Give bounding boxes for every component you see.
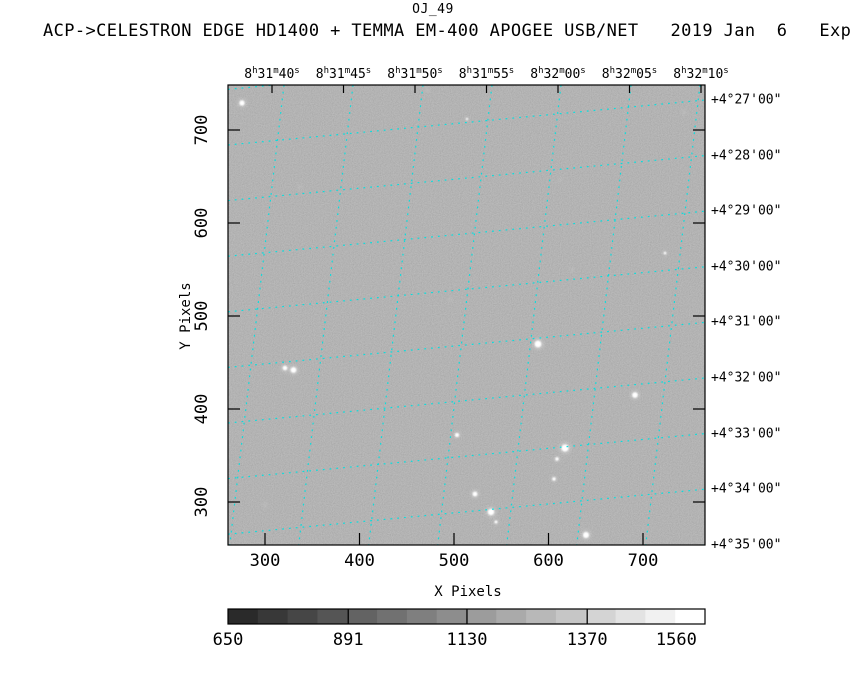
grid-ra-line bbox=[298, 85, 354, 545]
dec-grid-label: +4°35'00" bbox=[711, 538, 781, 553]
star bbox=[663, 251, 667, 255]
colorbar-step bbox=[436, 609, 467, 624]
grid-ra-line bbox=[645, 85, 701, 545]
colorbar-step bbox=[675, 609, 706, 624]
faint-star bbox=[297, 184, 303, 190]
star bbox=[583, 532, 589, 538]
star bbox=[465, 117, 469, 121]
grid-dec-line bbox=[228, 210, 705, 257]
dec-grid-label: +4°28'00" bbox=[711, 149, 781, 164]
y-tick-label: 700 bbox=[192, 115, 212, 146]
grid-dec-line bbox=[228, 266, 705, 313]
ra-tick-label: 8h32m10s bbox=[673, 66, 728, 82]
grid-dec-line bbox=[228, 321, 705, 368]
y-tick-label: 300 bbox=[192, 487, 212, 518]
dec-grid-label: +4°27'00" bbox=[711, 93, 781, 108]
star bbox=[239, 100, 245, 106]
plot-frame bbox=[227, 84, 706, 546]
image-noise bbox=[228, 85, 705, 545]
dec-grid-label: +4°34'00" bbox=[711, 482, 781, 497]
star bbox=[561, 444, 569, 452]
star bbox=[487, 508, 495, 516]
ra-tick-label: 8h32m00s bbox=[530, 66, 585, 82]
faint-star bbox=[681, 109, 687, 115]
ra-tick-label: 8h31m50s bbox=[387, 66, 442, 82]
star bbox=[290, 367, 297, 373]
ra-tick-label: 8h31m55s bbox=[459, 66, 514, 82]
colorbar-step bbox=[615, 609, 646, 624]
star bbox=[632, 392, 638, 398]
colorbar-label: 650 bbox=[213, 630, 244, 650]
grid-ra-line bbox=[368, 85, 424, 545]
star bbox=[472, 491, 478, 497]
grid-dec-line bbox=[228, 377, 705, 424]
ra-tick-label: 8h31m40s bbox=[244, 66, 299, 82]
grid-ra-line bbox=[506, 85, 562, 545]
colorbar-label: 1130 bbox=[447, 630, 488, 650]
colorbar-step bbox=[585, 609, 617, 624]
star bbox=[534, 340, 542, 348]
colorbar-step bbox=[555, 609, 587, 624]
colorbar-step bbox=[257, 609, 289, 624]
y-axis-title: Y Pixels bbox=[178, 282, 194, 349]
colorbar-step bbox=[645, 609, 676, 624]
y-tick-label: 600 bbox=[192, 208, 212, 239]
plot-title: OJ_49 bbox=[412, 2, 454, 17]
y-tick-label: 500 bbox=[192, 301, 212, 332]
grid-ra-line bbox=[229, 85, 285, 545]
colorbar-step bbox=[228, 609, 259, 624]
y-tick-label: 400 bbox=[192, 394, 212, 425]
ra-tick-label: 8h31m45s bbox=[316, 66, 371, 82]
dec-grid-label: +4°31'00" bbox=[711, 315, 781, 330]
x-tick-label: 500 bbox=[439, 551, 470, 571]
grid-ra-line bbox=[576, 85, 632, 545]
grid-ra-line bbox=[437, 85, 493, 545]
colorbar-frame bbox=[227, 608, 706, 625]
star bbox=[455, 433, 459, 437]
faint-star bbox=[557, 177, 563, 183]
star bbox=[282, 365, 288, 371]
plot-subtitle: ACP->CELESTRON EDGE HD1400 + TEMMA EM-40… bbox=[43, 21, 850, 41]
colorbar-step bbox=[496, 609, 527, 624]
dec-grid-label: +4°33'00" bbox=[711, 427, 781, 442]
colorbar-step bbox=[466, 609, 497, 624]
dec-grid-label: +4°32'00" bbox=[711, 371, 781, 386]
colorbar-step bbox=[347, 609, 378, 624]
star bbox=[555, 457, 559, 461]
colorbar-label: 1560 bbox=[656, 630, 697, 650]
star bbox=[494, 520, 498, 524]
x-tick-label: 700 bbox=[628, 551, 659, 571]
colorbar-step bbox=[377, 609, 408, 624]
colorbar-label: 1370 bbox=[567, 630, 608, 650]
x-tick-label: 600 bbox=[533, 551, 564, 571]
colorbar-step bbox=[317, 609, 348, 624]
dec-grid-label: +4°30'00" bbox=[711, 260, 781, 275]
grid-dec-line bbox=[228, 433, 705, 480]
ra-tick-label: 8h32m05s bbox=[602, 66, 657, 82]
colorbar-step bbox=[287, 609, 318, 624]
colorbar-step bbox=[406, 609, 438, 624]
grid-dec-line bbox=[228, 99, 705, 146]
faint-star bbox=[262, 502, 268, 508]
x-tick-label: 300 bbox=[250, 551, 281, 571]
faint-star bbox=[569, 267, 575, 273]
x-tick-label: 400 bbox=[344, 551, 375, 571]
grid-dec-line bbox=[228, 488, 705, 535]
star bbox=[552, 477, 556, 481]
x-axis-title: X Pixels bbox=[434, 584, 501, 600]
grid-dec-line bbox=[228, 155, 705, 202]
dec-grid-label: +4°29'00" bbox=[711, 204, 781, 219]
faint-star bbox=[424, 87, 430, 93]
faint-star bbox=[447, 297, 453, 303]
colorbar-label: 891 bbox=[333, 630, 364, 650]
colorbar-step bbox=[526, 609, 557, 624]
